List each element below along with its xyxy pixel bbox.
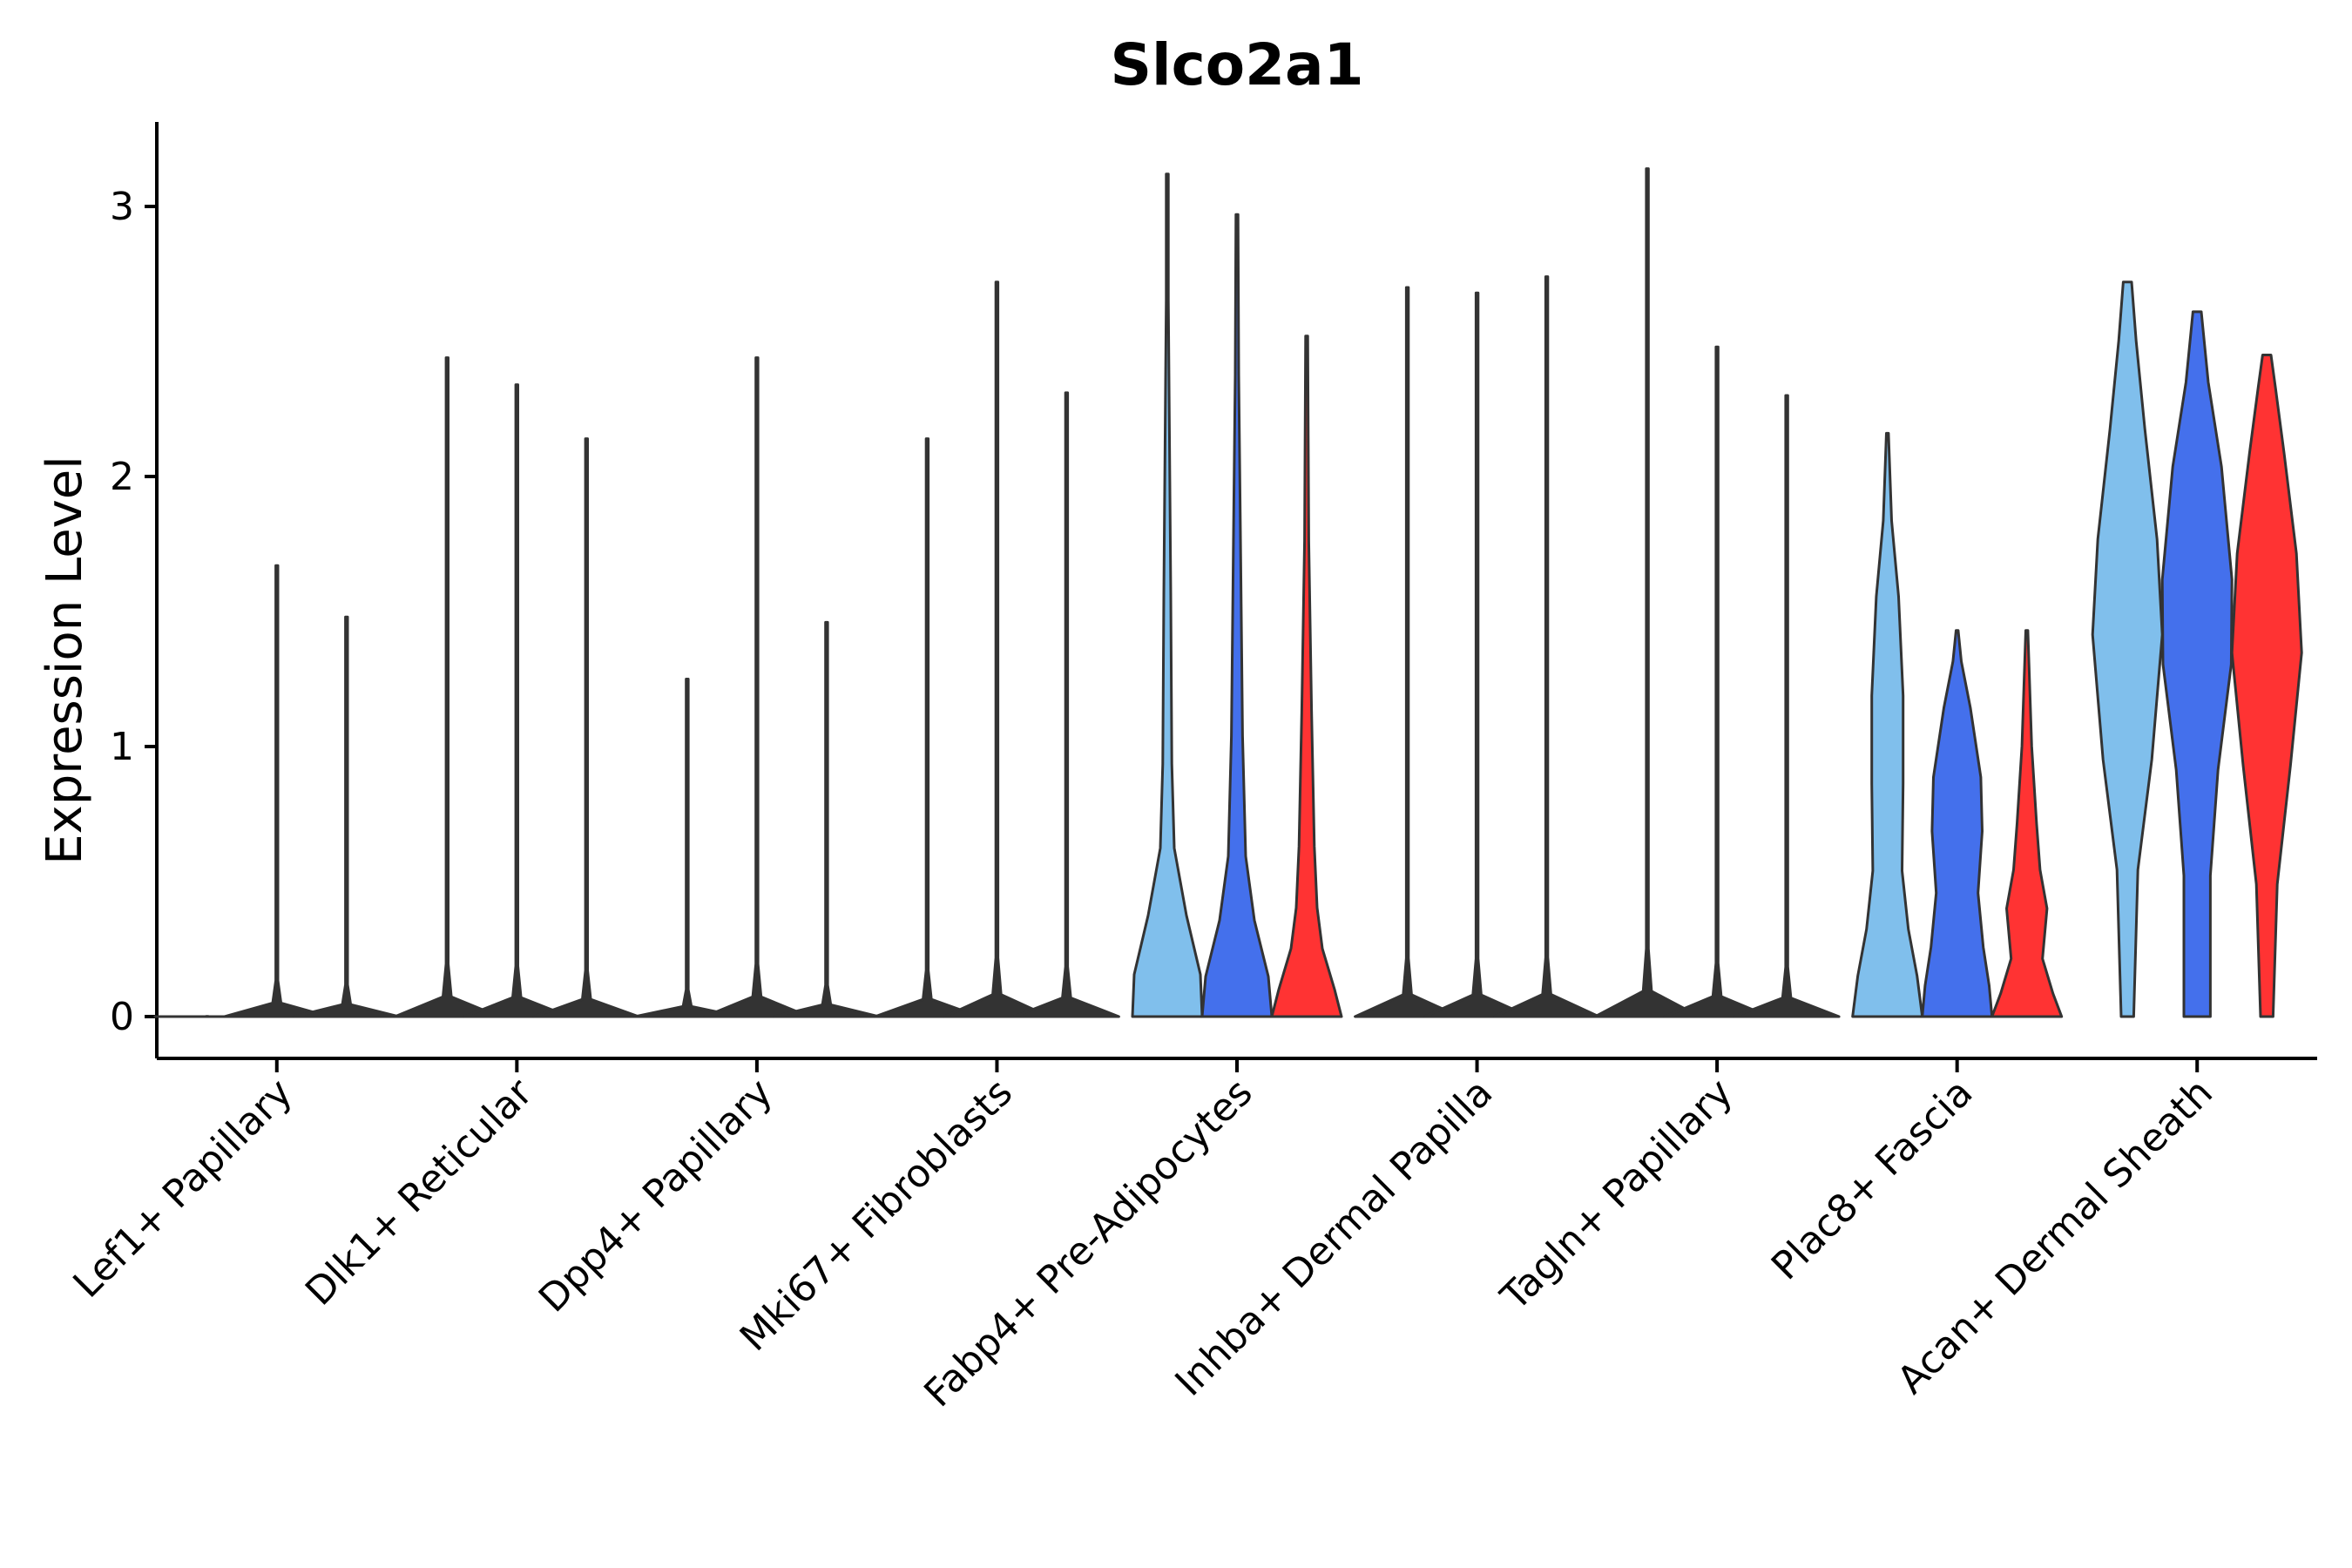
y-tick-label: 0 — [110, 995, 134, 1039]
y-tick-label: 2 — [110, 455, 134, 499]
violin-6-2 — [1423, 291, 1531, 1018]
violin-4-1 — [873, 437, 981, 1018]
x-tick-label: Plac8+ Fascia — [1763, 1071, 1982, 1289]
violin-7-1 — [1593, 167, 1701, 1018]
violin-1-2 — [223, 564, 331, 1018]
violin-6-3 — [1493, 275, 1601, 1018]
violin-5-3 — [1270, 335, 1343, 1018]
x-tick-label: Dlk1+ Reticular — [297, 1070, 542, 1315]
chart-title: Slco2a1 — [1110, 31, 1363, 98]
violin-8-2 — [1921, 629, 1994, 1018]
y-tick-label: 3 — [110, 185, 134, 229]
violin-1-3 — [293, 615, 401, 1018]
violin-9-3 — [2230, 354, 2303, 1018]
y-tick-label: 1 — [110, 725, 134, 769]
x-tick-label: Dpp4+ Papillary — [531, 1071, 781, 1321]
violin-7-3 — [1733, 394, 1841, 1018]
violin-3-2 — [703, 356, 811, 1018]
violin-8-3 — [1990, 629, 2064, 1018]
violin-4-2 — [943, 280, 1051, 1018]
violins — [153, 167, 2303, 1072]
x-tick-label: Lef1+ Papillary — [64, 1071, 301, 1307]
x-tick-label: Mki67+ Fibroblasts — [732, 1071, 1021, 1360]
violin-9-2 — [2160, 310, 2234, 1018]
violin-4-3 — [1012, 391, 1120, 1018]
violin-2-2 — [463, 383, 571, 1018]
violin-3-3 — [773, 620, 881, 1018]
y-axis-label: Expression Level — [37, 456, 93, 865]
violin-6-1 — [1354, 286, 1462, 1018]
violin-2-3 — [532, 437, 640, 1018]
x-tick-label: Tagln+ Papillary — [1492, 1071, 1741, 1320]
axes: 0 1 2 3 — [110, 122, 2317, 1060]
violin-9-1 — [2091, 280, 2164, 1018]
violin-5-1 — [1131, 172, 1204, 1018]
violin-5-2 — [1200, 213, 1274, 1018]
violin-2-1 — [393, 356, 501, 1018]
violin-8-1 — [1851, 431, 1924, 1018]
violin-3-1 — [633, 678, 741, 1018]
violin-7-2 — [1663, 345, 1771, 1018]
